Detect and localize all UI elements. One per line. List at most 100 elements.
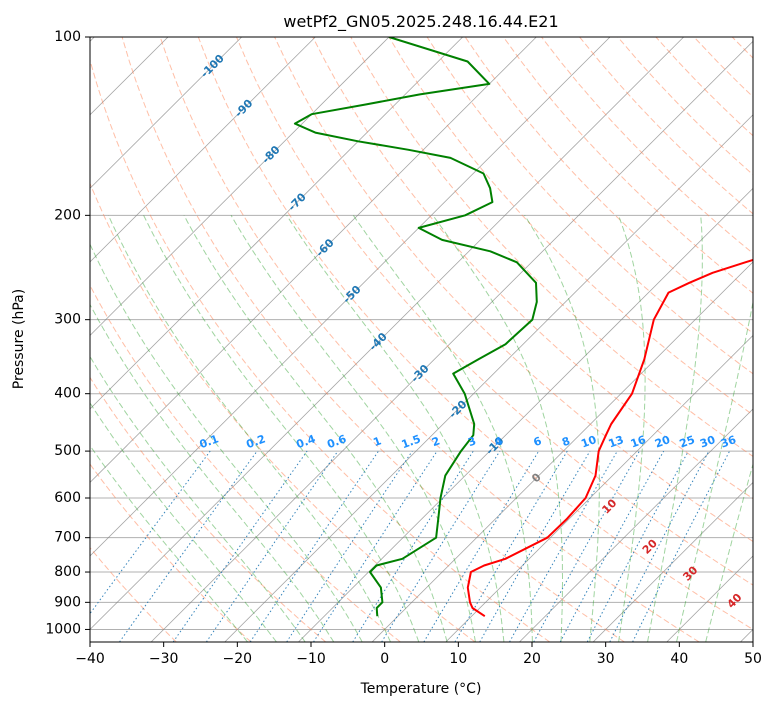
moist-adiabat-label: 20	[640, 536, 660, 556]
moist-adiabat-line	[352, 215, 533, 642]
moist-adiabat-line	[524, 215, 600, 642]
isotherm-line	[90, 37, 537, 483]
mixing-ratio-line	[352, 450, 474, 642]
moist-adiabat-line	[183, 215, 448, 642]
moist-adiabat-label: 40	[725, 591, 745, 611]
temperature-trace	[466, 258, 753, 618]
moist-adiabat-line	[90, 243, 363, 642]
moist-adiabat-line	[230, 215, 476, 642]
mixing-ratio-label: 20	[653, 433, 672, 451]
mixing-ratio-label: 16	[629, 433, 648, 451]
mixing-ratio-line	[286, 450, 413, 642]
mixing-ratio-line	[509, 450, 618, 642]
y-tick-label: 800	[54, 564, 81, 580]
dry-adiabat-line	[90, 546, 177, 642]
y-tick-label: 200	[54, 207, 81, 223]
x-tick-label: −20	[223, 651, 253, 667]
mixing-ratio-label: 0.1	[198, 432, 221, 451]
mixing-ratio-line	[586, 450, 689, 642]
mixing-ratio-line	[533, 450, 640, 642]
isotherm-line	[90, 37, 611, 557]
mixing-ratio-label: 0.4	[295, 432, 318, 451]
moist-adiabat-label: 30	[680, 563, 700, 583]
mixing-ratio-line	[172, 450, 308, 642]
y-axis-label: Pressure (hPa)	[11, 289, 27, 389]
isotherm-line	[592, 481, 753, 642]
isotherm-line	[90, 37, 316, 263]
x-tick-label: 50	[744, 651, 762, 667]
dry-adiabat-line	[770, 37, 775, 642]
isotherm-line	[90, 37, 390, 336]
mixing-ratio-line	[90, 450, 211, 615]
dry-adiabat-line	[655, 37, 753, 137]
dry-adiabat-line	[388, 37, 753, 416]
line-labels: -100-90-80-70-60-50-40-30-20-10010203040…	[198, 52, 745, 611]
isotherm-line	[90, 37, 463, 410]
moist-adiabat-line	[90, 303, 335, 642]
dry-adiabat-line	[90, 376, 327, 642]
y-tick-label: 1000	[45, 621, 81, 637]
mixing-ratio-line	[119, 450, 258, 642]
sounding-traces	[293, 37, 753, 618]
dry-adiabat-line	[617, 37, 753, 176]
mixing-ratio-label: 1	[372, 434, 384, 449]
mixing-ratio-line	[632, 450, 731, 642]
dry-adiabat-line	[90, 284, 401, 642]
isotherm-line	[224, 114, 753, 642]
mixing-ratio-label: 4	[493, 434, 505, 449]
mixing-ratio-label: 25	[678, 433, 697, 450]
mixing-ratio-line	[249, 450, 379, 642]
mixing-ratio-line	[381, 450, 501, 642]
isotherm-line	[519, 408, 753, 642]
mixing-ratio-line	[205, 450, 339, 642]
dry-adiabat-line	[90, 463, 252, 642]
x-tick-label: −40	[75, 651, 105, 667]
moist-adiabat-line	[676, 299, 753, 642]
dry-adiabat-line	[693, 37, 753, 98]
moist-adiabat-line	[618, 215, 646, 642]
isotherm-line	[445, 334, 753, 642]
moist-adiabat-line	[705, 462, 753, 642]
mixing-ratio-label: 6	[532, 434, 544, 449]
dewpoint-trace	[293, 37, 538, 617]
background-lines	[90, 37, 775, 642]
dry-adiabat-line	[236, 37, 753, 586]
dry-adiabat-line	[731, 37, 753, 59]
y-tick-label: 500	[54, 443, 81, 459]
y-tick-label: 300	[54, 312, 81, 328]
mixing-ratio-line	[559, 450, 665, 642]
dry-adiabat-line	[121, 37, 625, 642]
mixing-ratio-line	[313, 450, 438, 642]
isotherm-line	[666, 555, 753, 642]
mixing-ratio-label: 0.6	[325, 432, 348, 451]
isotherm-line	[150, 40, 753, 642]
moist-adiabat-line	[286, 215, 505, 642]
x-tick-label: 30	[597, 651, 615, 667]
x-tick-label: −30	[149, 651, 179, 667]
dry-adiabat-line	[502, 37, 753, 294]
dry-adiabat-line	[159, 37, 700, 642]
dry-adiabat-line	[426, 37, 753, 375]
x-tick-label: 40	[670, 651, 688, 667]
dry-adiabat-line	[197, 37, 753, 630]
y-tick-label: 900	[54, 594, 81, 610]
moist-adiabat-line	[90, 444, 248, 642]
moist-adiabat-line	[143, 215, 420, 642]
x-tick-label: 10	[449, 651, 467, 667]
mixing-ratio-label: 30	[698, 433, 717, 451]
dry-adiabat-line	[90, 182, 476, 642]
y-tick-label: 100	[54, 29, 81, 45]
y-tick-label: 700	[54, 530, 81, 546]
mixing-ratio-label: 8	[560, 434, 572, 449]
x-axis-label: Temperature (°C)	[360, 681, 482, 697]
mixing-ratio-label: 2	[430, 434, 442, 449]
mixing-ratio-label: 3	[466, 434, 478, 449]
moist-adiabat-line	[432, 215, 563, 642]
x-tick-label: −10	[296, 651, 326, 667]
chart-title: wetPf2_GN05.2025.248.16.44.E21	[283, 12, 558, 32]
axis-ticks: −40 −30 −20 −10 0 10 20 30 40 5010020030040050060…	[45, 29, 762, 667]
mixing-ratio-label: 0.2	[245, 432, 268, 451]
mixing-ratio-label: 13	[607, 433, 626, 450]
moist-adiabat-line	[107, 215, 391, 642]
